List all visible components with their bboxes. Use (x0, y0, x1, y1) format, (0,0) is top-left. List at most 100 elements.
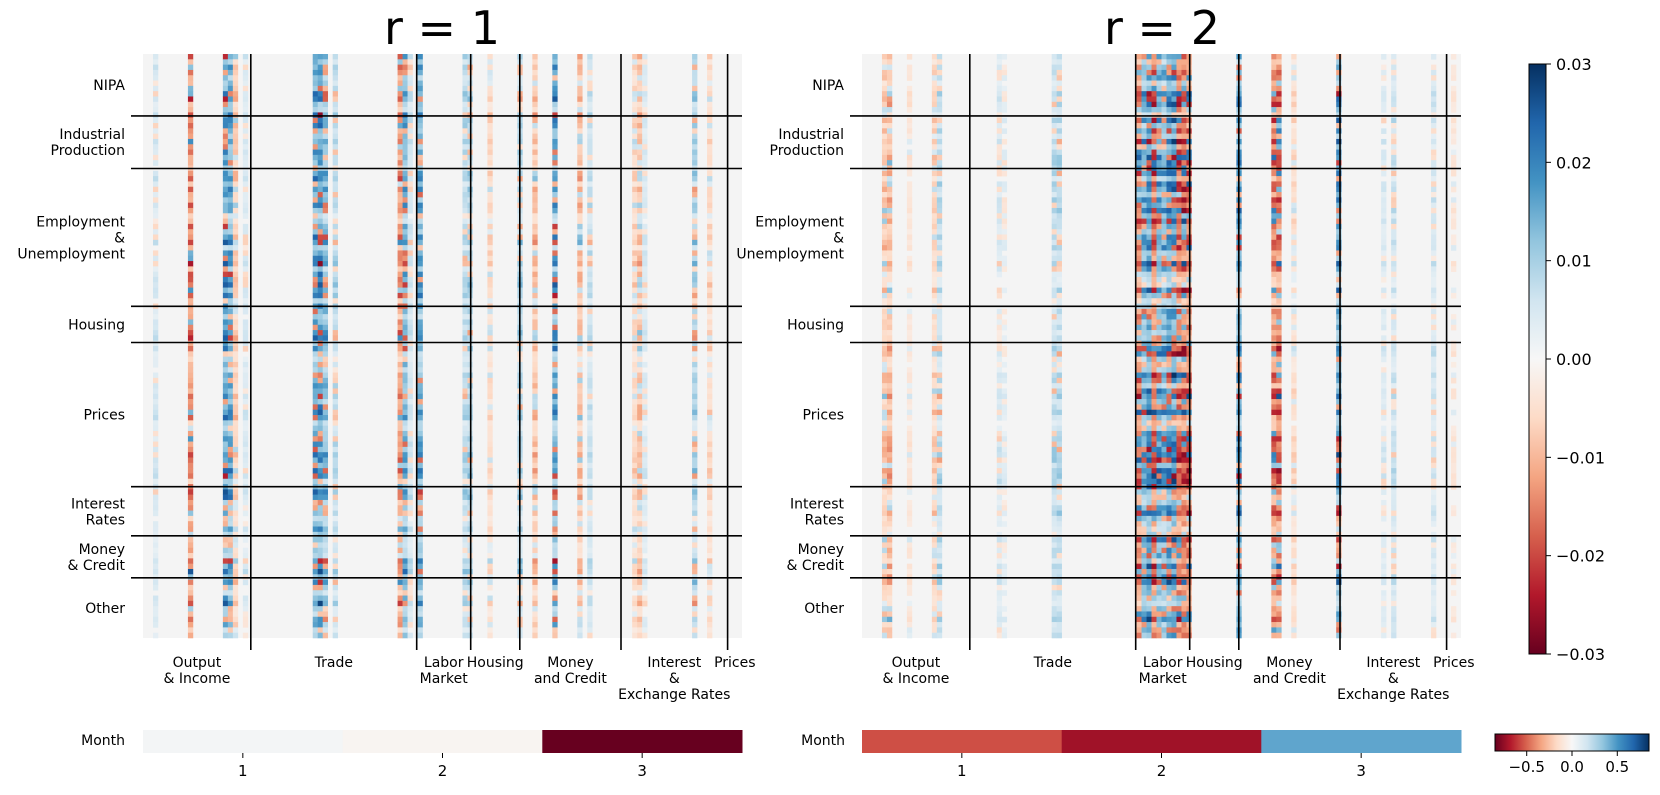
heatmap-cell (642, 81, 647, 87)
heatmap-cell (1166, 128, 1171, 134)
heatmap-cell (532, 197, 537, 203)
heatmap-cell (313, 272, 318, 278)
heatmap-cell (937, 341, 942, 347)
heatmap-cell (408, 388, 413, 394)
heatmap-cell (462, 357, 467, 363)
heatmap-cell (932, 224, 937, 230)
heatmap-cell (403, 362, 408, 368)
heatmap-cell (1171, 463, 1176, 469)
heatmap-cell (997, 511, 1002, 517)
heatmap-cell (707, 240, 712, 246)
heatmap-cell (1171, 383, 1176, 389)
heatmap-cell (552, 627, 557, 633)
heatmap-cell (243, 309, 248, 315)
heatmap-cell (642, 91, 647, 97)
heatmap-cell (907, 118, 912, 124)
month-tick-label: 3 (637, 762, 647, 780)
heatmap-cell (408, 394, 413, 400)
heatmap-cell (1166, 357, 1171, 363)
heatmap-cell (997, 346, 1002, 352)
heatmap-cell (233, 569, 238, 575)
heatmap-cell (1171, 86, 1176, 92)
heatmap-cell (403, 394, 408, 400)
heatmap-cell (1171, 585, 1176, 591)
heatmap-cell (1181, 373, 1186, 379)
heatmap-cell (937, 288, 942, 294)
heatmap-cell (1137, 590, 1142, 596)
heatmap-cell (932, 102, 937, 108)
heatmap-cell (223, 633, 228, 639)
heatmap-cell (323, 394, 328, 400)
heatmap-cell (418, 373, 423, 379)
heatmap-cell (1152, 431, 1157, 437)
heatmap-cell (637, 91, 642, 97)
heatmap-cell (408, 457, 413, 463)
heatmap-cell (1142, 123, 1147, 129)
heatmap-cell (223, 373, 228, 379)
heatmap-cell (692, 219, 697, 225)
heatmap-cell (1002, 511, 1007, 517)
heatmap-cell (188, 261, 193, 267)
heatmap-cell (1181, 463, 1186, 469)
heatmap-cell (932, 123, 937, 129)
heatmap-cell (153, 107, 158, 113)
heatmap-cell (932, 383, 937, 389)
heatmap-cell (577, 107, 582, 113)
heatmap-cell (642, 144, 647, 150)
heatmap-cell (1157, 473, 1162, 479)
heatmap-cell (188, 70, 193, 76)
heatmap-cell (243, 139, 248, 145)
heatmap-cell (233, 203, 238, 209)
heatmap-cell (403, 229, 408, 235)
heatmap-cell (707, 633, 712, 639)
heatmap-cell (1052, 426, 1057, 432)
heatmap-cell (403, 123, 408, 129)
month-label: Month (81, 733, 125, 749)
heatmap-cell (228, 118, 233, 124)
heatmap-cell (882, 521, 887, 527)
heatmap-cell (1166, 293, 1171, 299)
heatmap-cell (707, 91, 712, 97)
heatmap-cell (333, 627, 338, 633)
heatmap-cell (228, 314, 233, 320)
heatmap-cell (937, 319, 942, 325)
heatmap-cell (552, 468, 557, 474)
heatmap-cell (1162, 176, 1167, 182)
heatmap-cell (462, 378, 467, 384)
heatmap-cell (153, 489, 158, 495)
heatmap-cell (642, 176, 647, 182)
heatmap-cell (462, 261, 467, 267)
heatmap-cell (1002, 463, 1007, 469)
heatmap-cell (692, 617, 697, 623)
heatmap-cell (632, 325, 637, 331)
heatmap-cell (398, 282, 403, 288)
heatmap-cell (223, 362, 228, 368)
heatmap-cell (1057, 457, 1062, 463)
heatmap-cell (552, 633, 557, 639)
heatmap-cell (462, 468, 467, 474)
heatmap-cell (1176, 235, 1181, 241)
heatmap-cell (487, 495, 492, 501)
heatmap-cell (1057, 102, 1062, 108)
heatmap-cell (398, 277, 403, 283)
heatmap-cell (642, 468, 647, 474)
heatmap-cell (932, 277, 937, 283)
heatmap-cell (632, 123, 637, 129)
heatmap-cell (632, 373, 637, 379)
heatmap-cell (532, 319, 537, 325)
heatmap-cell (462, 442, 467, 448)
heatmap-cell (632, 213, 637, 219)
heatmap-cell (233, 457, 238, 463)
heatmap-cell (228, 426, 233, 432)
heatmap-cell (1171, 580, 1176, 586)
heatmap-cell (937, 457, 942, 463)
heatmap-cell (1147, 123, 1152, 129)
heatmap-cell (233, 611, 238, 617)
heatmap-cell (1057, 272, 1062, 278)
heatmap-cell (1181, 91, 1186, 97)
heatmap-cell (228, 527, 233, 533)
heatmap-cell (1057, 54, 1062, 60)
heatmap-cell (153, 91, 158, 97)
heatmap-cell (632, 611, 637, 617)
heatmap-cell (692, 452, 697, 458)
